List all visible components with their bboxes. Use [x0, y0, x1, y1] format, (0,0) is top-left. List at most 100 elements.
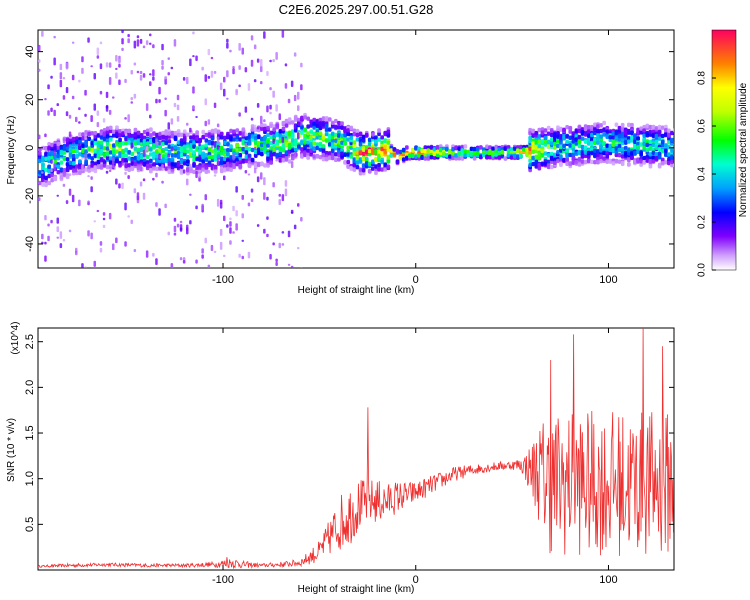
spectrogram-speckle: [50, 107, 53, 112]
spectrogram-cell: [176, 151, 181, 156]
spectrogram-cell: [540, 149, 545, 154]
spectrogram-cell: [219, 145, 224, 151]
spectrogram-cell: [247, 135, 252, 140]
spectrogram-speckle: [96, 122, 100, 128]
spectrogram-speckle: [81, 164, 84, 172]
spectrogram-speckle: [186, 76, 189, 85]
spectrogram-cell: [593, 153, 597, 159]
spectrogram-cell: [293, 138, 298, 143]
spectrogram-cell: [364, 145, 369, 150]
spectrogram-cell: [673, 163, 674, 168]
spectrogram-cell: [124, 141, 128, 146]
spectrogram-cell: [210, 136, 215, 141]
spectrogram-cell: [75, 136, 79, 141]
spectrogram-speckle: [300, 267, 303, 268]
spectrogram-cell: [309, 123, 314, 128]
spectrogram-cell: [664, 132, 668, 138]
spectrogram-cell: [386, 133, 391, 138]
spectrogram-cell: [358, 146, 363, 151]
spectrogram-cell: [182, 148, 187, 154]
spectrogram-cell: [593, 127, 597, 133]
spectrogram-cell: [420, 154, 425, 160]
spectrogram-cell: [559, 148, 563, 153]
spectrogram-cell: [41, 155, 45, 160]
spectrogram-cell: [630, 155, 634, 161]
spectrogram-cell: [179, 159, 184, 164]
spectrogram-speckle: [145, 250, 149, 258]
spectrogram-speckle: [78, 199, 81, 207]
spectrogram-speckle: [195, 116, 198, 118]
spectrogram-cell: [253, 162, 258, 167]
spectrogram-cell: [149, 163, 153, 168]
spectrogram-cell: [657, 129, 662, 135]
spectrogram-cell: [59, 160, 64, 165]
spectrogram-cell: [395, 159, 400, 165]
spectrogram-speckle: [287, 263, 291, 266]
spectrogram-cell: [164, 140, 169, 146]
spectrogram-cell: [586, 141, 591, 146]
spectrogram-cell: [556, 134, 560, 139]
spectrogram-cell: [528, 162, 532, 168]
spectrogram-cell: [664, 143, 668, 148]
spectrogram-cell: [586, 137, 591, 142]
spectrogram-cell: [303, 140, 307, 145]
spectrogram-cell: [133, 127, 138, 133]
spectrogram-cell: [47, 142, 51, 147]
spectrogram-speckle: [56, 194, 59, 197]
spectrogram-cell: [463, 153, 468, 158]
spectrogram-cell: [639, 152, 643, 157]
spectrogram-cell: [115, 159, 119, 164]
spectrogram-speckle: [260, 81, 263, 85]
spectrogram-cell: [102, 163, 107, 168]
spectrogram-speckle: [170, 263, 174, 268]
spectrogram-cell: [293, 142, 298, 147]
spectrogram-cell: [127, 133, 132, 138]
spectrogram-cell: [189, 152, 193, 157]
spectrogram-cell: [161, 149, 165, 154]
spectrogram-speckle: [176, 162, 180, 166]
spectrogram-speckle: [176, 116, 180, 122]
spectrogram-speckle: [275, 104, 278, 112]
spectrogram-cell: [451, 150, 455, 155]
spectrogram-speckle: [173, 225, 177, 233]
spectrogram-cell: [559, 162, 563, 167]
spectrogram-cell: [358, 171, 363, 176]
spectrogram-cell: [290, 141, 295, 147]
spectrogram-cell: [540, 161, 545, 166]
spectrogram-cell: [660, 157, 665, 162]
spectrogram-cell: [386, 164, 391, 169]
spectrogram-speckle: [204, 120, 207, 127]
spectrogram-cell: [423, 145, 428, 150]
spectrogram-speckle: [281, 136, 285, 143]
spectrogram-speckle: [263, 119, 266, 123]
spectrogram-cell: [303, 115, 307, 120]
spectrogram-cell: [596, 133, 600, 138]
spectrogram-speckle: [263, 31, 266, 39]
spectrogram-speckle: [84, 89, 87, 96]
spectrogram-cell: [186, 149, 190, 154]
spectrogram-cell: [324, 138, 329, 143]
spectrogram-cell: [241, 147, 246, 152]
spectrogram-cell: [491, 150, 495, 155]
spectrogram-cell: [96, 133, 101, 138]
spectrogram-cell: [337, 157, 341, 162]
spectrogram-cell: [654, 156, 659, 161]
spectrogram-cell: [405, 155, 409, 160]
spectrogram-cell: [105, 146, 110, 151]
spectrogram-speckle: [247, 173, 251, 176]
spectrogram-cell: [272, 147, 277, 152]
spectrogram-cell: [614, 158, 619, 164]
spectrogram-cell: [71, 154, 76, 159]
spectrogram-cell: [346, 145, 351, 151]
spectrogram-cell: [164, 135, 169, 141]
spectrogram-cell: [170, 134, 175, 139]
spectrogram-speckle: [201, 254, 204, 259]
spectrogram-cell: [124, 137, 128, 142]
spectrogram-cell: [568, 152, 573, 158]
spectrogram-speckle: [115, 67, 118, 70]
spectrogram-cell: [445, 152, 449, 158]
spectrogram-speckle: [145, 145, 149, 151]
spectrogram-cell: [201, 135, 206, 140]
spectrogram-cell: [263, 163, 267, 168]
spectrogram-cell: [90, 131, 95, 136]
